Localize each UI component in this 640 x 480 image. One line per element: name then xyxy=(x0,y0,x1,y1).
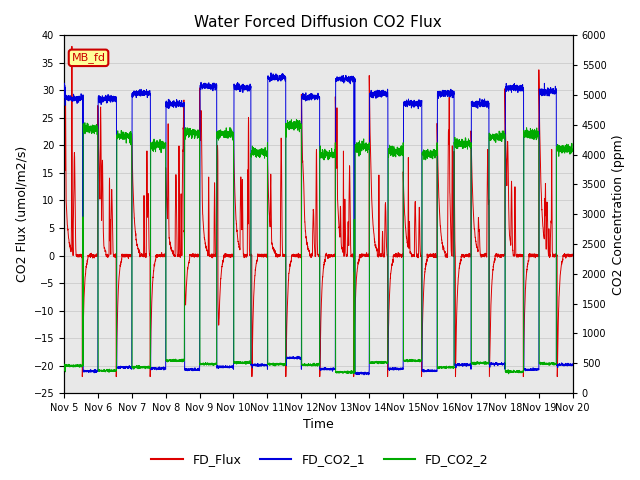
Y-axis label: CO2 Concentration (ppm): CO2 Concentration (ppm) xyxy=(612,134,625,295)
Y-axis label: CO2 Flux (umol/m2/s): CO2 Flux (umol/m2/s) xyxy=(15,146,28,282)
Text: MB_fd: MB_fd xyxy=(72,52,106,63)
Legend: FD_Flux, FD_CO2_1, FD_CO2_2: FD_Flux, FD_CO2_1, FD_CO2_2 xyxy=(147,448,493,471)
Title: Water Forced Diffusion CO2 Flux: Water Forced Diffusion CO2 Flux xyxy=(195,15,442,30)
X-axis label: Time: Time xyxy=(303,419,333,432)
